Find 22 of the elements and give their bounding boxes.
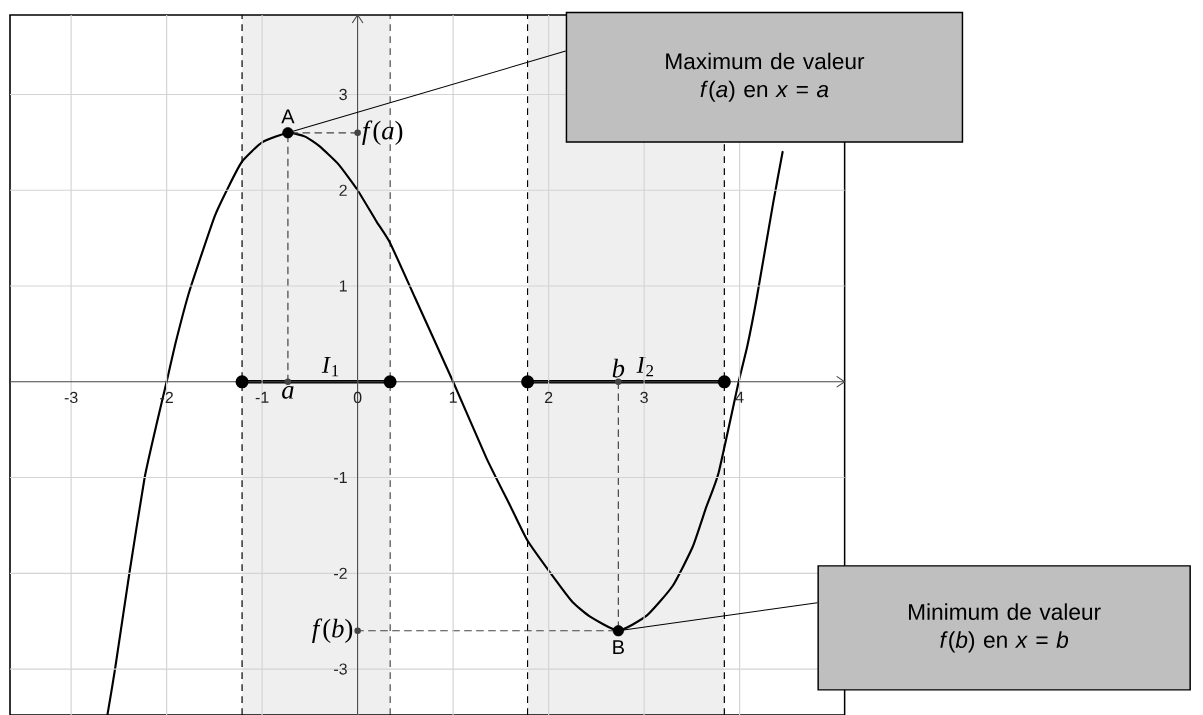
y-tick-label: -2	[334, 567, 347, 579]
series-label: I$_{2}$	[636, 356, 654, 377]
series-label: I$_{1}$	[321, 356, 339, 377]
series-label: B	[613, 640, 624, 655]
y-tick-label: 2	[339, 184, 347, 196]
annotation: f(b)	[312, 618, 353, 643]
y-tick-label: -3	[334, 663, 347, 675]
annotation: b	[612, 358, 625, 378]
x-tick-label: -1	[255, 391, 269, 403]
annotation: Maximum de valeur f(a) en x = a	[666, 52, 865, 102]
y-tick-label: -1	[334, 472, 347, 484]
y-tick-label: 1	[339, 280, 347, 292]
x-tick-label: 4	[735, 391, 744, 403]
annotation: a	[282, 386, 294, 399]
series-label: A	[281, 109, 295, 124]
x-tick-label: 3	[640, 391, 648, 404]
x-tick-label: 1	[449, 391, 457, 403]
y-tick-label: 3	[339, 88, 347, 101]
x-tick-label: 2	[544, 391, 553, 403]
x-tick-label: -3	[64, 391, 78, 404]
annotation: f(a)	[362, 120, 403, 145]
text: Minimum de valeur f(b) en x = b	[909, 603, 1101, 653]
